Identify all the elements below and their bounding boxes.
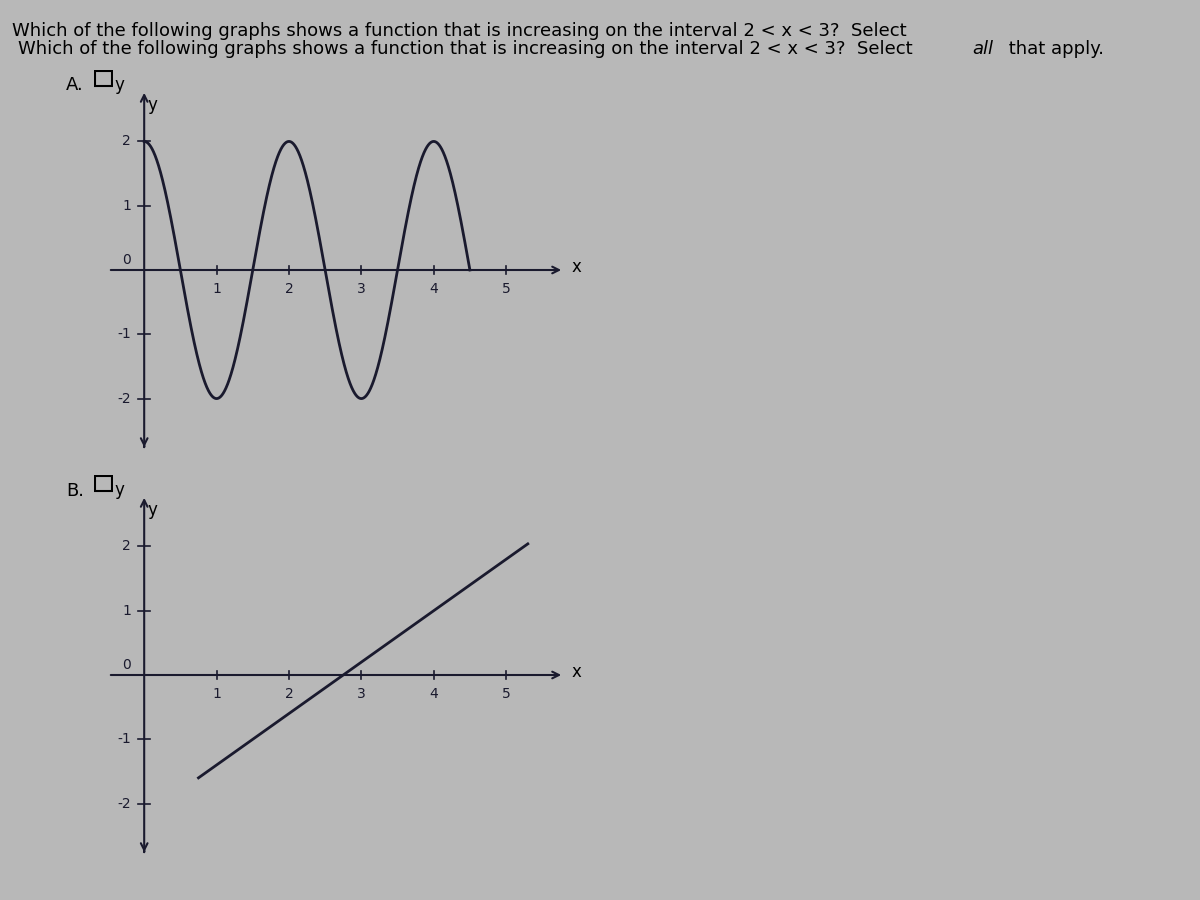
Text: y: y (148, 96, 157, 114)
Text: 2: 2 (122, 539, 131, 554)
Text: 3: 3 (356, 282, 366, 295)
Text: 5: 5 (502, 687, 510, 700)
Text: all: all (972, 40, 994, 58)
Text: 1: 1 (212, 282, 221, 295)
Text: -1: -1 (118, 328, 131, 341)
Text: x: x (571, 662, 581, 680)
Text: x: x (571, 257, 581, 275)
Text: 4: 4 (430, 282, 438, 295)
Text: y: y (114, 76, 124, 94)
Text: 0: 0 (122, 254, 131, 267)
Text: Which of the following graphs shows a function that is increasing on the interva: Which of the following graphs shows a fu… (18, 40, 918, 58)
Text: 4: 4 (430, 687, 438, 700)
Text: 1: 1 (122, 604, 131, 617)
Text: y: y (114, 481, 124, 499)
Bar (95, 476, 112, 491)
Text: -2: -2 (118, 392, 131, 406)
Text: 5: 5 (502, 282, 510, 295)
Text: y: y (148, 501, 157, 519)
Text: B.: B. (66, 482, 84, 500)
Text: 1: 1 (122, 199, 131, 212)
Text: Which of the following graphs shows a function that is increasing on the interva: Which of the following graphs shows a fu… (12, 22, 912, 40)
Bar (95, 71, 112, 86)
Text: 3: 3 (356, 687, 366, 700)
Text: 2: 2 (122, 134, 131, 148)
Text: -2: -2 (118, 796, 131, 811)
Text: that apply.: that apply. (1003, 40, 1104, 58)
Text: 2: 2 (284, 687, 293, 700)
Text: 2: 2 (284, 282, 293, 295)
Text: 0: 0 (122, 659, 131, 672)
Text: A.: A. (66, 76, 84, 94)
Text: 1: 1 (212, 687, 221, 700)
Text: -1: -1 (118, 733, 131, 746)
